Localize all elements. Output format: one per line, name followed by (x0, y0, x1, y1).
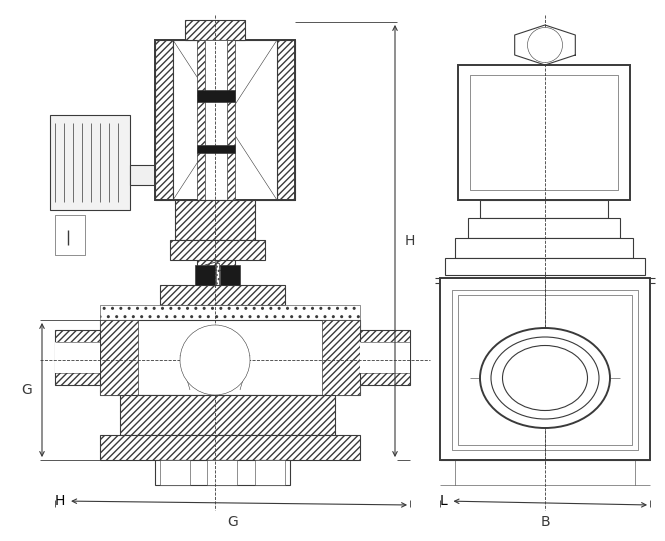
Text: H: H (55, 494, 406, 508)
Bar (185, 20, 245, 40)
Bar (195, 265, 215, 285)
Text: H: H (405, 234, 416, 248)
Bar (480, 200, 608, 218)
Bar (220, 265, 240, 285)
Circle shape (180, 325, 250, 395)
Bar (440, 278, 650, 460)
Bar (120, 395, 335, 435)
Bar (455, 238, 633, 258)
Bar (197, 40, 205, 200)
Bar (197, 200, 235, 270)
Bar (322, 320, 360, 395)
Bar (458, 65, 630, 200)
Bar (50, 115, 130, 210)
Bar (130, 165, 155, 185)
Bar (175, 200, 255, 240)
Bar (160, 285, 285, 305)
Bar (100, 320, 138, 395)
Ellipse shape (480, 328, 610, 428)
Bar (55, 342, 100, 373)
Bar (255, 460, 285, 485)
Bar (452, 290, 638, 450)
Bar (216, 263, 219, 287)
Bar (468, 218, 620, 238)
Text: L: L (440, 494, 646, 508)
Bar (207, 460, 237, 485)
Bar (360, 342, 410, 373)
Bar (205, 40, 227, 200)
Bar (227, 40, 235, 200)
Bar (277, 40, 295, 200)
Ellipse shape (491, 337, 599, 419)
Text: B: B (540, 515, 550, 529)
Bar (170, 240, 265, 260)
Bar (173, 40, 277, 200)
Bar (197, 145, 235, 153)
Ellipse shape (503, 346, 587, 411)
Bar (55, 215, 85, 255)
Bar (155, 460, 290, 485)
Text: G: G (21, 383, 32, 397)
Circle shape (527, 28, 563, 63)
Bar (470, 75, 618, 190)
Bar (155, 40, 173, 200)
Bar (100, 435, 360, 460)
Bar (155, 40, 295, 200)
Bar (458, 295, 632, 445)
Bar (100, 305, 360, 320)
Bar (55, 330, 100, 385)
Polygon shape (515, 25, 575, 65)
Bar (197, 90, 235, 102)
Bar (100, 320, 360, 395)
Bar (445, 258, 645, 275)
Text: G: G (227, 515, 238, 529)
Bar (360, 330, 410, 385)
Bar (160, 460, 190, 485)
